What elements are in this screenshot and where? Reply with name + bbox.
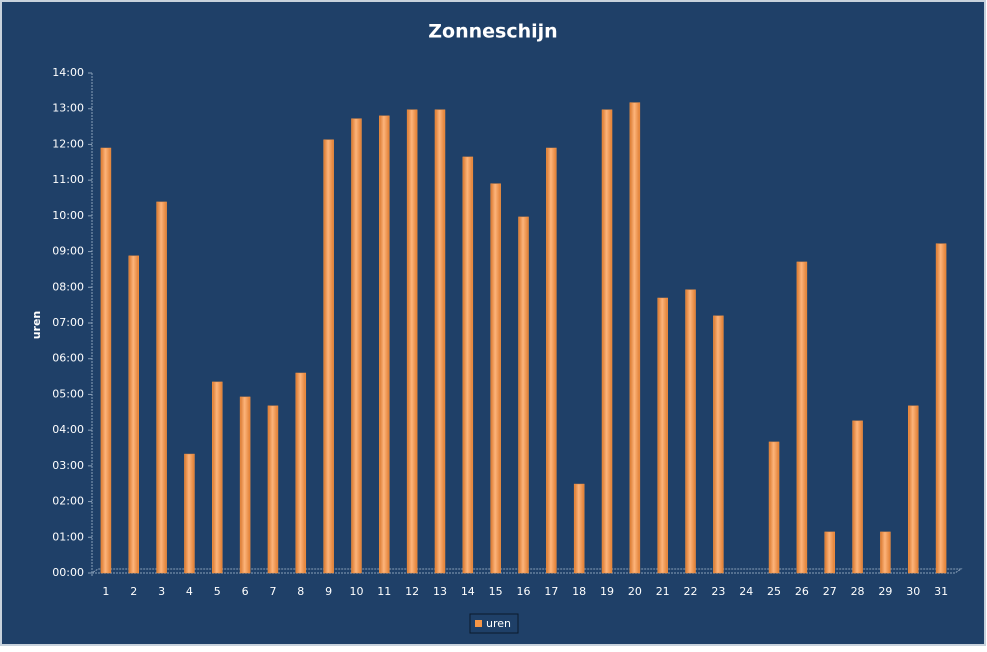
x-tick-label: 3 — [158, 585, 165, 598]
y-tick-label: 10:00 — [52, 209, 84, 222]
bar — [212, 381, 223, 574]
bar — [156, 201, 167, 574]
x-tick-label: 10 — [349, 585, 363, 598]
bar — [406, 109, 418, 574]
bar — [184, 453, 195, 574]
bar — [713, 315, 724, 574]
bar — [546, 147, 557, 574]
y-tick-label: 04:00 — [52, 423, 84, 436]
bar — [907, 405, 919, 574]
bar — [601, 109, 613, 574]
y-tick-label: 01:00 — [52, 530, 84, 543]
x-tick-label: 18 — [572, 585, 586, 598]
floor — [90, 568, 963, 574]
bar — [267, 405, 279, 574]
bar — [629, 102, 641, 574]
y-tick-label: 05:00 — [52, 387, 84, 400]
bar — [824, 531, 835, 574]
bar — [852, 420, 863, 574]
x-tick-label: 4 — [186, 585, 193, 598]
y-axis-title: uren — [30, 311, 43, 340]
bar — [518, 216, 529, 574]
bar — [880, 531, 891, 574]
y-tick-label: 11:00 — [52, 173, 84, 186]
x-tick-label: 27 — [823, 585, 837, 598]
y-tick-label: 03:00 — [52, 459, 84, 472]
y-tick-label: 08:00 — [52, 280, 84, 293]
x-tick-label: 25 — [767, 585, 781, 598]
bar — [128, 255, 140, 574]
x-tick-label: 11 — [377, 585, 391, 598]
legend-label: uren — [486, 617, 511, 630]
bar — [379, 115, 390, 574]
chart-title: Zonneschijn — [428, 21, 557, 43]
x-tick-label: 15 — [489, 585, 503, 598]
bar — [351, 118, 362, 574]
y-tick-label: 00:00 — [52, 566, 84, 579]
bar — [685, 289, 696, 574]
legend-swatch — [475, 620, 482, 627]
y-tick-label: 12:00 — [52, 137, 84, 150]
bar — [657, 297, 668, 574]
bar — [935, 243, 947, 574]
y-tick-label: 09:00 — [52, 245, 84, 258]
x-tick-label: 7 — [269, 585, 276, 598]
x-tick-label: 23 — [711, 585, 725, 598]
x-tick-label: 9 — [325, 585, 332, 598]
x-tick-label: 17 — [544, 585, 558, 598]
x-tick-label: 29 — [878, 585, 892, 598]
x-tick-label: 20 — [628, 585, 642, 598]
legend-box — [469, 613, 519, 634]
x-tick-label: 13 — [433, 585, 447, 598]
x-tick-label: 28 — [851, 585, 865, 598]
y-tick-label: 02:00 — [52, 495, 84, 508]
x-tick-label: 6 — [242, 585, 249, 598]
y-tick-label: 07:00 — [52, 316, 84, 329]
x-tick-label: 30 — [906, 585, 920, 598]
x-tick-label: 16 — [517, 585, 531, 598]
y-tick-label: 14:00 — [52, 66, 84, 79]
x-tick-label: 2 — [130, 585, 137, 598]
x-tick-label: 5 — [214, 585, 221, 598]
bar — [295, 372, 307, 574]
x-tick-label: 26 — [795, 585, 809, 598]
x-tick-label: 21 — [656, 585, 670, 598]
x-tick-label: 31 — [934, 585, 948, 598]
x-tick-label: 14 — [461, 585, 475, 598]
x-tick-label: 12 — [405, 585, 419, 598]
bar — [796, 261, 808, 574]
y-tick-label: 06:00 — [52, 352, 84, 365]
bar — [490, 183, 501, 574]
x-tick-label: 1 — [102, 585, 109, 598]
bar — [768, 441, 780, 574]
x-tick-label: 19 — [600, 585, 614, 598]
bar — [573, 483, 585, 574]
bar — [239, 396, 251, 574]
bar — [100, 147, 112, 574]
x-tick-label: 22 — [684, 585, 698, 598]
bar — [323, 139, 334, 574]
x-tick-label: 8 — [297, 585, 304, 598]
x-tick-label: 24 — [739, 585, 753, 598]
y-tick-label: 13:00 — [52, 102, 84, 115]
bar — [462, 156, 474, 574]
bar — [434, 109, 446, 574]
